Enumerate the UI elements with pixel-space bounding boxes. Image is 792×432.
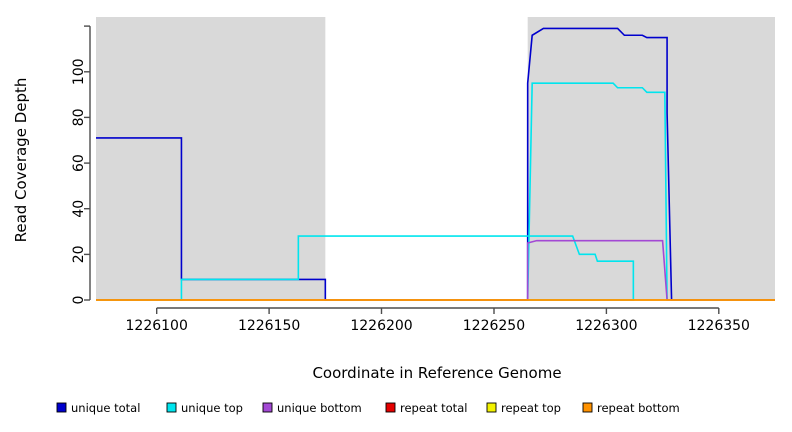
y-axis-tick-label: 0 [71,296,87,305]
x-axis-tick-label: 1226150 [238,318,300,334]
legend-label-unique-top: unique top [181,401,243,415]
legend-label-repeat-bottom: repeat bottom [597,401,680,415]
data-series-group [96,27,775,301]
series-line-unique-top [96,82,668,301]
x-axis-tick-label: 1226300 [575,318,637,334]
legend-swatch-unique-bottom [262,402,273,413]
x-axis-tick-label: 1226250 [463,318,525,334]
y-axis-title: Read Coverage Depth [12,78,30,243]
x-axis-tick-label: 1226100 [126,318,188,334]
legend-swatch-repeat-bottom [582,402,593,413]
shaded-regions-group [96,17,775,300]
x-axis-title: Coordinate in Reference Genome [312,364,561,382]
y-axis-tick-label: 40 [71,200,87,218]
legend-swatch-unique-top [166,402,177,413]
y-axis-tick-label: 60 [71,154,87,172]
x-axis-tick-label: 1226200 [350,318,412,334]
y-axis-tick-label: 20 [71,245,87,263]
y-axis: 0 20 40 60 80 100 [71,25,91,305]
legend-label-repeat-total: repeat total [400,401,467,415]
shaded-region [96,17,326,300]
x-axis-tick-label: 1226350 [688,318,750,334]
x-axis: 1226100 1226150 1226200 1226250 1226300 12263… [126,307,750,334]
shaded-region [527,17,775,300]
legend-swatch-repeat-top [486,402,497,413]
y-axis-tick-label: 100 [71,58,87,85]
legend-swatch-repeat-total [385,402,396,413]
legend-swatch-unique-total [56,402,67,413]
legend-label-unique-bottom: unique bottom [277,401,362,415]
legend: unique total unique top unique bottom repea… [56,401,680,415]
legend-label-unique-total: unique total [71,401,140,415]
legend-label-repeat-top: repeat top [501,401,561,415]
y-axis-tick-label: 80 [71,109,87,127]
